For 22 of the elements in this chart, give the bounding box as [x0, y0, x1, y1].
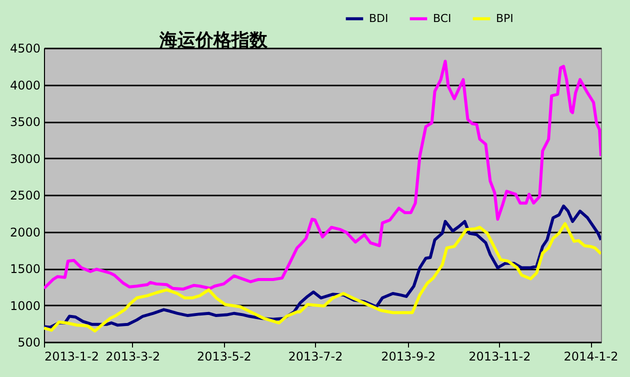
line-series	[44, 222, 601, 332]
x-tick-label: 2013-3-2	[106, 350, 160, 364]
x-tick-label: 2014-1-2	[564, 350, 618, 364]
y-tick-label: 4500	[10, 42, 40, 56]
y-tick-label: 3500	[10, 115, 40, 129]
x-tick-label: 2013-1-2	[44, 350, 99, 364]
x-tick-label: 2013-11-2	[468, 350, 531, 364]
legend-label: BPI	[496, 12, 514, 25]
x-tick-label: 2013-5-2	[196, 350, 252, 364]
chart-title: 海运价格指数	[158, 30, 268, 51]
y-tick-label: 2500	[10, 188, 40, 202]
y-tick-label: 4000	[10, 78, 40, 92]
y-tick-label: 1500	[10, 262, 40, 276]
y-tick-label: 3000	[10, 152, 40, 166]
x-tick-label: 2013-7-2	[288, 350, 343, 364]
x-tick-label: 2013-9-2	[381, 350, 436, 364]
line-series	[44, 60, 601, 291]
y-tick-label: 2000	[10, 225, 40, 240]
y-tick-label: 500	[18, 336, 40, 350]
legend-label: BCI	[433, 12, 452, 25]
legend-label: BDI	[369, 12, 388, 25]
y-tick-label: 1000	[10, 298, 40, 313]
